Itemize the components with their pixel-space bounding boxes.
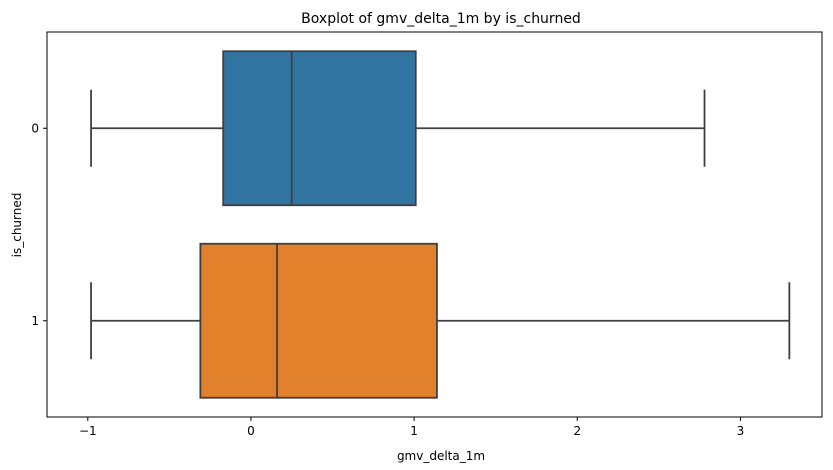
box-iqr [199, 242, 438, 399]
x-tick-label: 3 [737, 424, 745, 438]
y-tick-label: 0 [31, 121, 39, 135]
x-axis-label: gmv_delta_1m [397, 449, 485, 463]
x-axis: −1 0 1 2 3 [79, 417, 744, 438]
y-tick-label: 1 [31, 314, 39, 328]
boxes [90, 50, 791, 399]
box-iqr [222, 50, 417, 207]
y-axis: 01 [31, 121, 47, 328]
x-tick-label: 1 [410, 424, 418, 438]
x-tick-label: −1 [79, 424, 97, 438]
x-tick-label: 0 [247, 424, 255, 438]
x-tick-label: 2 [573, 424, 581, 438]
chart-title: Boxplot of gmv_delta_1m by is_churned [301, 11, 581, 27]
plot-frame [46, 31, 823, 418]
y-axis-label: is_churned [10, 193, 24, 258]
